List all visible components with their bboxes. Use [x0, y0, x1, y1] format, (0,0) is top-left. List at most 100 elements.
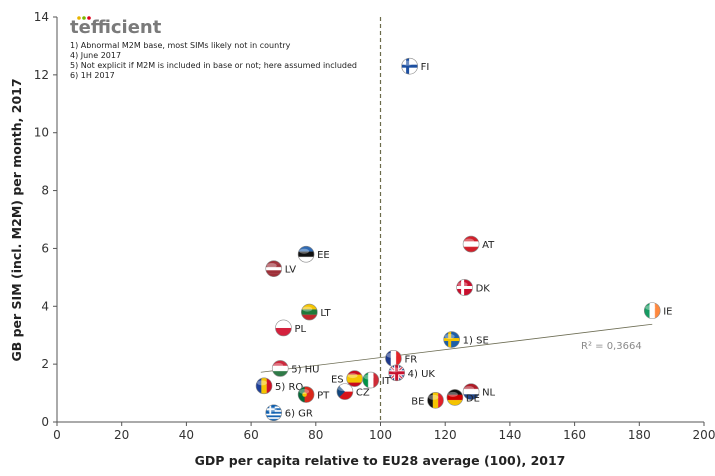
flag-marker-gloss	[389, 367, 400, 373]
trendline	[260, 323, 653, 373]
point-label: CZ	[356, 388, 370, 399]
data-point: FR	[385, 350, 417, 367]
footnote-1: 1) Abnormal M2M base, most SIMs likely n…	[70, 41, 291, 50]
logo-dot-red	[87, 16, 91, 20]
flag-marker	[271, 360, 289, 377]
flag-marker-gloss	[645, 305, 656, 311]
x-tick-label: 120	[434, 428, 457, 442]
flag-marker-gloss	[363, 374, 374, 380]
y-tick-label: 6	[41, 241, 49, 255]
data-point: PL	[275, 319, 306, 337]
data-point: DE	[446, 389, 480, 406]
flag-marker	[443, 331, 460, 348]
flag-marker-gloss	[347, 373, 358, 379]
point-label: DK	[476, 283, 491, 294]
point-label: 5) RO	[275, 382, 303, 393]
flag-marker-gloss	[337, 386, 348, 392]
y-tick-label: 8	[41, 184, 49, 198]
flag-marker-gloss	[266, 263, 277, 269]
data-point: AT	[462, 235, 495, 253]
flag-marker	[427, 392, 444, 409]
flag-marker-gloss	[447, 391, 458, 397]
flag-marker-gloss	[273, 362, 284, 368]
data-point: EE	[297, 245, 330, 263]
flag-marker-gloss	[464, 238, 475, 244]
point-label: EE	[317, 250, 330, 261]
flag-marker-gloss	[302, 306, 313, 312]
point-label: 4) UK	[408, 369, 436, 380]
footnote-6: 6) 1H 2017	[70, 71, 115, 80]
y-axis-title: GB per SIM (incl. M2M) per month, 2017	[9, 78, 24, 361]
flag-marker-gloss	[299, 389, 310, 395]
flag-marker-gloss	[276, 322, 287, 328]
flag-marker	[388, 364, 405, 382]
flag-marker-gloss	[266, 407, 277, 413]
point-label: IT	[382, 376, 392, 387]
y-tick-label: 10	[34, 126, 49, 140]
y-tick-label: 12	[34, 68, 49, 82]
flag-marker	[265, 404, 283, 422]
flag-marker	[462, 383, 480, 400]
flag-marker-gloss	[299, 248, 310, 254]
point-label: FR	[404, 354, 417, 365]
x-tick-label: 180	[628, 428, 651, 442]
x-axis-title: GDP per capita relative to EU28 average …	[195, 453, 566, 468]
point-label: 6) GR	[285, 409, 313, 420]
y-tick-label: 2	[41, 357, 49, 371]
flag-marker	[385, 350, 402, 367]
trendline-r2-label: R² = 0,3664	[581, 341, 642, 352]
data-points: FI AT EE LV DK IE LT PL 1) SE FR 5) HU 4) UK ES IT 5) …	[255, 57, 673, 422]
point-label: BE	[411, 396, 424, 407]
flag-marker	[462, 235, 480, 253]
flag-marker	[643, 302, 661, 319]
x-tick-label: 80	[308, 428, 323, 442]
flag-marker-gloss	[457, 281, 468, 287]
flag-marker-gloss	[428, 394, 439, 400]
data-point: LV	[265, 260, 296, 277]
flag-marker	[301, 303, 318, 321]
flag-marker	[275, 319, 292, 337]
flag-marker	[346, 370, 363, 387]
flag-marker	[297, 245, 315, 263]
point-label: DE	[466, 393, 480, 404]
flag-marker-gloss	[386, 352, 397, 358]
axes: 0 20 40 60 80 100 120 140 160 180 200 0 2 4 6 8 10 12 14	[34, 10, 715, 442]
data-point: 5) HU	[271, 360, 319, 377]
data-point: LT	[301, 303, 332, 321]
data-point: IE	[643, 302, 673, 319]
point-label: FI	[421, 62, 430, 73]
x-tick-label: 160	[563, 428, 586, 442]
data-point: FI	[401, 57, 430, 75]
x-tick-label: 140	[498, 428, 521, 442]
data-point: NL	[462, 383, 496, 400]
logo: tefficient	[70, 16, 162, 38]
data-point: 6) GR	[265, 404, 313, 422]
point-label: PL	[294, 324, 306, 335]
data-point: 4) UK	[388, 364, 436, 382]
point-label: ES	[331, 375, 344, 386]
flag-marker-gloss	[257, 380, 268, 386]
data-point: CZ	[336, 383, 370, 400]
logo-dot-green	[82, 16, 86, 20]
point-label: PT	[317, 391, 330, 402]
data-point: DK	[456, 279, 491, 296]
flag-marker	[336, 383, 354, 400]
x-tick-label: 0	[53, 428, 61, 442]
point-label: NL	[482, 388, 495, 399]
data-point: 5) RO	[255, 377, 303, 395]
flag-marker	[297, 386, 315, 403]
flag-marker-gloss	[402, 60, 413, 66]
logo-text: tefficient	[70, 17, 162, 38]
flag-marker	[265, 260, 283, 277]
y-tick-label: 4	[41, 299, 49, 313]
flag-marker	[401, 57, 418, 75]
x-tick-label: 100	[369, 428, 392, 442]
point-label: 1) SE	[463, 336, 489, 347]
x-tick-label: 60	[243, 428, 258, 442]
point-label: IE	[663, 307, 672, 318]
flag-marker	[446, 389, 464, 406]
data-point: PT	[297, 386, 330, 403]
data-point: IT	[362, 371, 392, 389]
flag-marker	[456, 279, 473, 296]
